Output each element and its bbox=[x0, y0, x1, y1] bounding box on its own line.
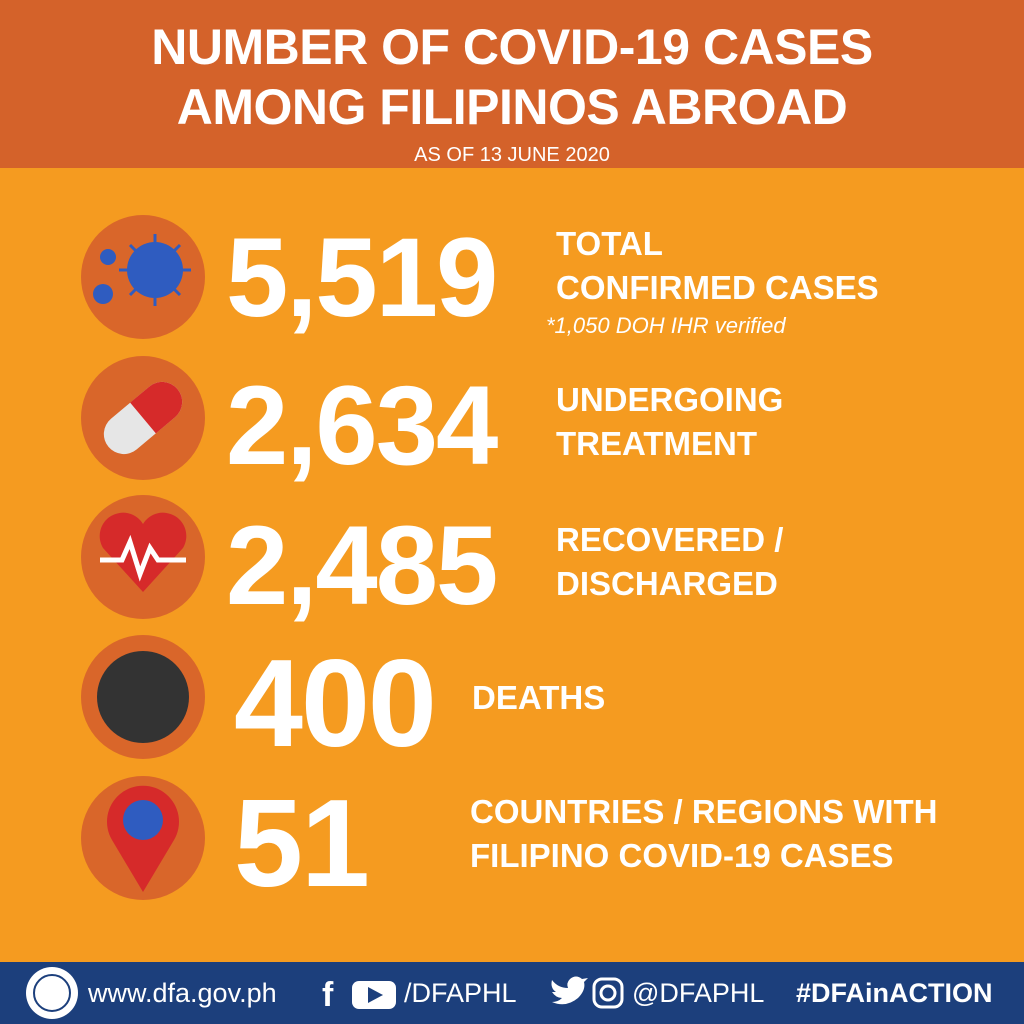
header-band bbox=[0, 0, 1024, 168]
stat-label: UNDERGOING bbox=[556, 381, 784, 418]
stat-label: TREATMENT bbox=[556, 425, 758, 462]
stat-label: DISCHARGED bbox=[556, 565, 778, 602]
stat-label: DEATHS bbox=[472, 679, 606, 716]
stat-label: TOTAL bbox=[556, 225, 663, 262]
stat-label: RECOVERED / bbox=[556, 521, 784, 558]
heart-icon bbox=[99, 512, 187, 592]
stat-note: *1,050 DOH IHR verified bbox=[546, 313, 786, 338]
pin-icon bbox=[107, 785, 180, 892]
pill-icon bbox=[103, 381, 183, 455]
footer-icons: f bbox=[26, 967, 624, 1019]
virus-icon bbox=[93, 234, 191, 306]
svg-text:f: f bbox=[322, 976, 334, 1014]
stat-value: 2,485 bbox=[226, 503, 498, 628]
social-handle: /DFAPHL bbox=[404, 978, 517, 1008]
stat-label: FILIPINO COVID-19 CASES bbox=[470, 837, 894, 874]
hashtag: #DFAinACTION bbox=[796, 978, 993, 1008]
icons bbox=[81, 215, 205, 900]
stat-value: 400 bbox=[234, 635, 437, 773]
subtitle: AS OF 13 JUNE 2020 bbox=[414, 144, 610, 166]
website: www.dfa.gov.ph bbox=[88, 978, 277, 1008]
deaths-icon bbox=[97, 651, 189, 743]
social-handle: @DFAPHL bbox=[632, 978, 765, 1008]
stat-label: CONFIRMED CASES bbox=[556, 269, 879, 306]
stat-value: 2,634 bbox=[226, 363, 498, 488]
footer-band bbox=[0, 962, 1024, 1024]
stat-value: 51 bbox=[234, 775, 370, 913]
title-line: NUMBER OF COVID-19 CASES bbox=[151, 19, 873, 75]
stat-value: 5,519 bbox=[226, 215, 498, 340]
stat-label: COUNTRIES / REGIONS WITH bbox=[470, 793, 938, 830]
title-line: AMONG FILIPINOS ABROAD bbox=[176, 79, 848, 135]
